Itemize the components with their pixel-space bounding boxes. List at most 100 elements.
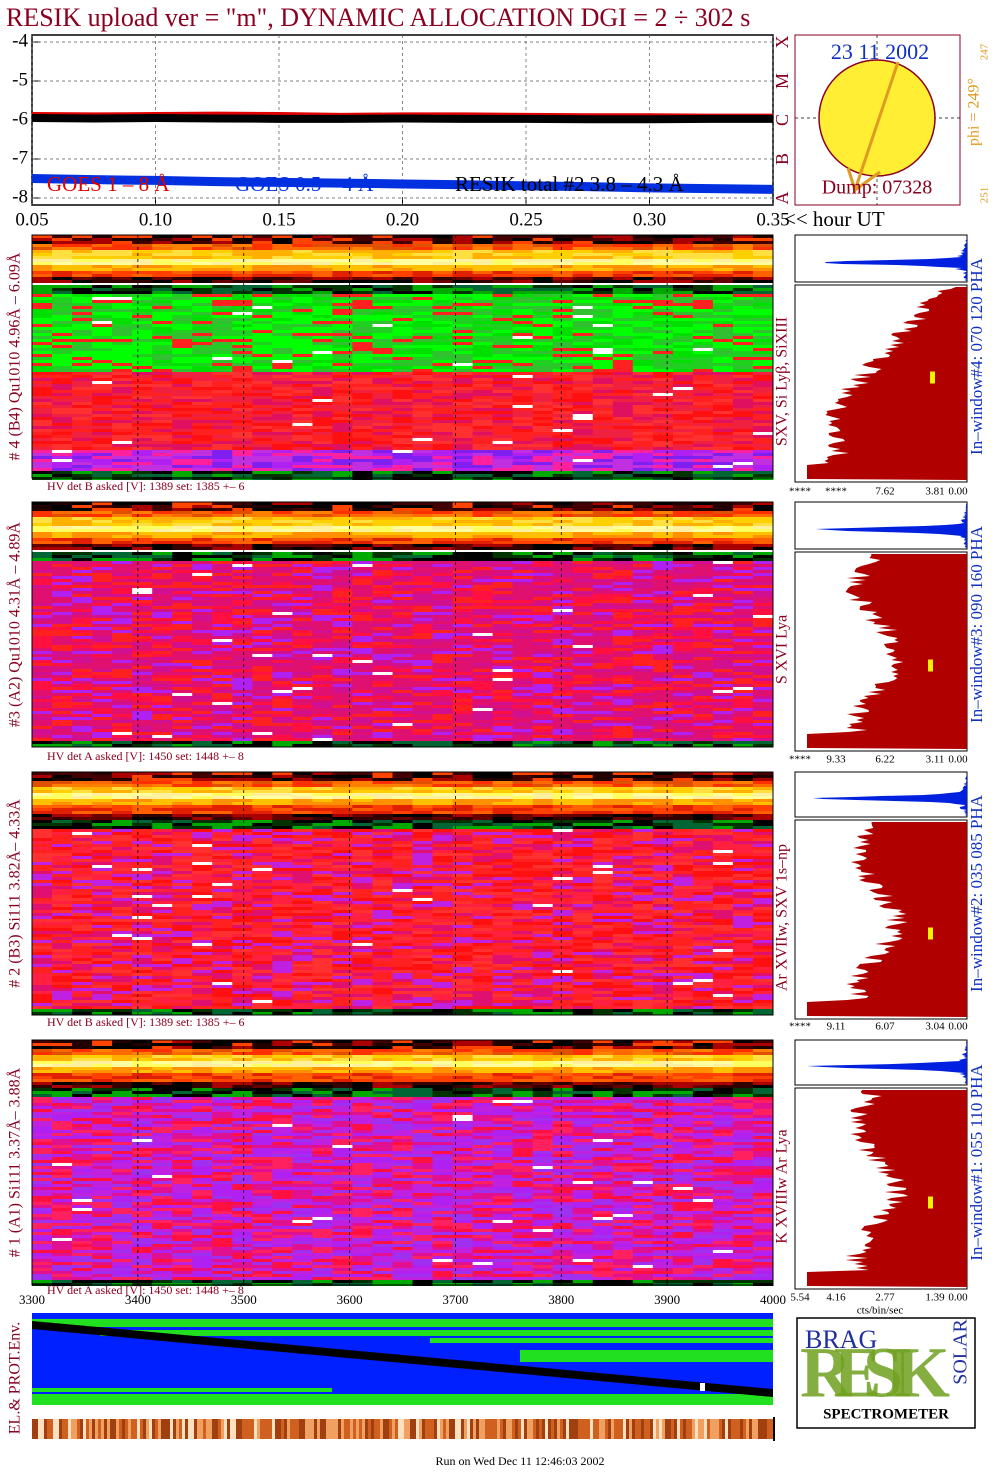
spectrogram-cell <box>592 579 614 582</box>
strip-cell <box>612 244 634 247</box>
spectrogram-cell <box>392 381 413 384</box>
spectrogram-cell <box>672 594 694 597</box>
strip-cell <box>372 544 393 547</box>
spectrogram-cell <box>172 411 193 414</box>
spectrogram-cell <box>312 420 333 423</box>
spectrogram-cell <box>152 369 173 372</box>
spectrogram-cell <box>672 318 694 321</box>
spectrogram-cell <box>572 594 594 597</box>
strip-cell <box>732 532 754 535</box>
spectrogram-cell <box>692 576 714 579</box>
spectrogram-cell <box>192 552 213 555</box>
strip-cell <box>212 544 233 547</box>
spectrogram-cell <box>512 438 534 441</box>
spectrogram-cell <box>132 567 153 570</box>
strip-cell <box>392 511 413 514</box>
strip-cell <box>132 517 153 520</box>
strip-cell <box>32 544 53 547</box>
spectrogram-cell <box>412 561 433 564</box>
spectrogram-cell <box>392 411 413 414</box>
spectrogram-cell <box>412 435 433 438</box>
strip-cell <box>292 274 313 277</box>
spectrogram-cell <box>292 366 313 369</box>
spectrogram-cell <box>332 444 353 447</box>
spectrogram-cell <box>112 630 133 633</box>
strip-cell <box>172 277 193 280</box>
spectrogram-cell <box>172 645 193 648</box>
spectrogram-cell <box>652 564 674 567</box>
strip-cell <box>572 250 594 253</box>
spectrogram-cell <box>652 381 674 384</box>
strip-cell <box>712 238 734 241</box>
strip-cell <box>412 241 433 244</box>
spectrogram-cell <box>132 624 153 627</box>
strip-cell <box>672 544 694 547</box>
strip-cell <box>452 502 474 505</box>
spectrogram-cell <box>112 471 133 474</box>
spectrogram-cell <box>692 351 714 354</box>
panel-frame <box>31 234 774 479</box>
spectrogram-cell <box>92 312 113 315</box>
spectrogram-cell <box>312 342 333 345</box>
spectrogram-cell <box>312 573 333 576</box>
strip-cell <box>492 250 514 253</box>
strip-cell <box>152 514 173 517</box>
spectrogram-cell <box>312 363 333 366</box>
spectrogram-cell <box>312 630 333 633</box>
spectrogram-cell <box>72 603 93 606</box>
spectrogram-cell <box>592 423 614 426</box>
spectrogram-cell <box>552 369 574 372</box>
spectrogram-cell <box>652 312 674 315</box>
pha-tick-label: **** <box>825 486 847 498</box>
spectrogram-cell <box>252 450 273 453</box>
spectrogram-cell <box>452 579 474 582</box>
strip-cell <box>32 271 53 274</box>
spectrogram-cell <box>72 573 93 576</box>
spectrogram-cell <box>152 306 173 309</box>
spectrogram-cell <box>692 459 714 462</box>
spectrogram-cell <box>212 570 233 573</box>
spectrogram-cell <box>352 639 373 642</box>
strip-cell <box>232 505 253 508</box>
spectrogram-cell <box>132 450 153 453</box>
spectrogram-cell <box>512 639 534 642</box>
spectrogram-cell <box>392 354 413 357</box>
spectrogram-cell <box>52 615 73 618</box>
spectrogram-cell <box>652 633 674 636</box>
spectrogram-cell <box>432 381 453 384</box>
spectrogram-cell <box>212 315 233 318</box>
strip-cell <box>272 502 293 505</box>
strip-cell <box>512 280 534 283</box>
strip-cell <box>512 238 534 241</box>
spectrogram-cell <box>52 573 73 576</box>
spectrogram-cell <box>572 585 594 588</box>
spectrogram-cell <box>252 360 273 363</box>
spectrogram-cell <box>192 456 213 459</box>
spectrogram-cell <box>432 654 453 657</box>
spectrogram-cell <box>552 384 574 387</box>
spectrogram-cell <box>753 378 774 381</box>
spectrogram-cell <box>92 342 113 345</box>
spectrogram-cell <box>592 366 614 369</box>
spectrogram-cell <box>192 462 213 465</box>
strip-cell <box>692 253 714 256</box>
spectrogram-cell <box>492 594 514 597</box>
strip-cell <box>352 259 373 262</box>
spectrogram-cell <box>392 447 413 450</box>
spectrogram-cell <box>372 369 393 372</box>
spectrogram-cell <box>372 615 393 618</box>
strip-cell <box>512 265 534 268</box>
spectrogram-cell <box>492 627 514 630</box>
spectrogram-cell <box>32 372 53 375</box>
spectrogram-cell <box>252 357 273 360</box>
spectrogram-cell <box>172 651 193 654</box>
strip-cell <box>212 259 233 262</box>
strip-cell <box>732 511 754 514</box>
spectrogram-cell <box>632 447 654 450</box>
spectrogram-cell <box>252 294 273 297</box>
spectrogram-cell <box>432 303 453 306</box>
spectrogram-cell <box>32 567 53 570</box>
spectrogram-cell <box>592 294 614 297</box>
spectrogram-cell <box>212 447 233 450</box>
spectrogram-cell <box>432 609 453 612</box>
